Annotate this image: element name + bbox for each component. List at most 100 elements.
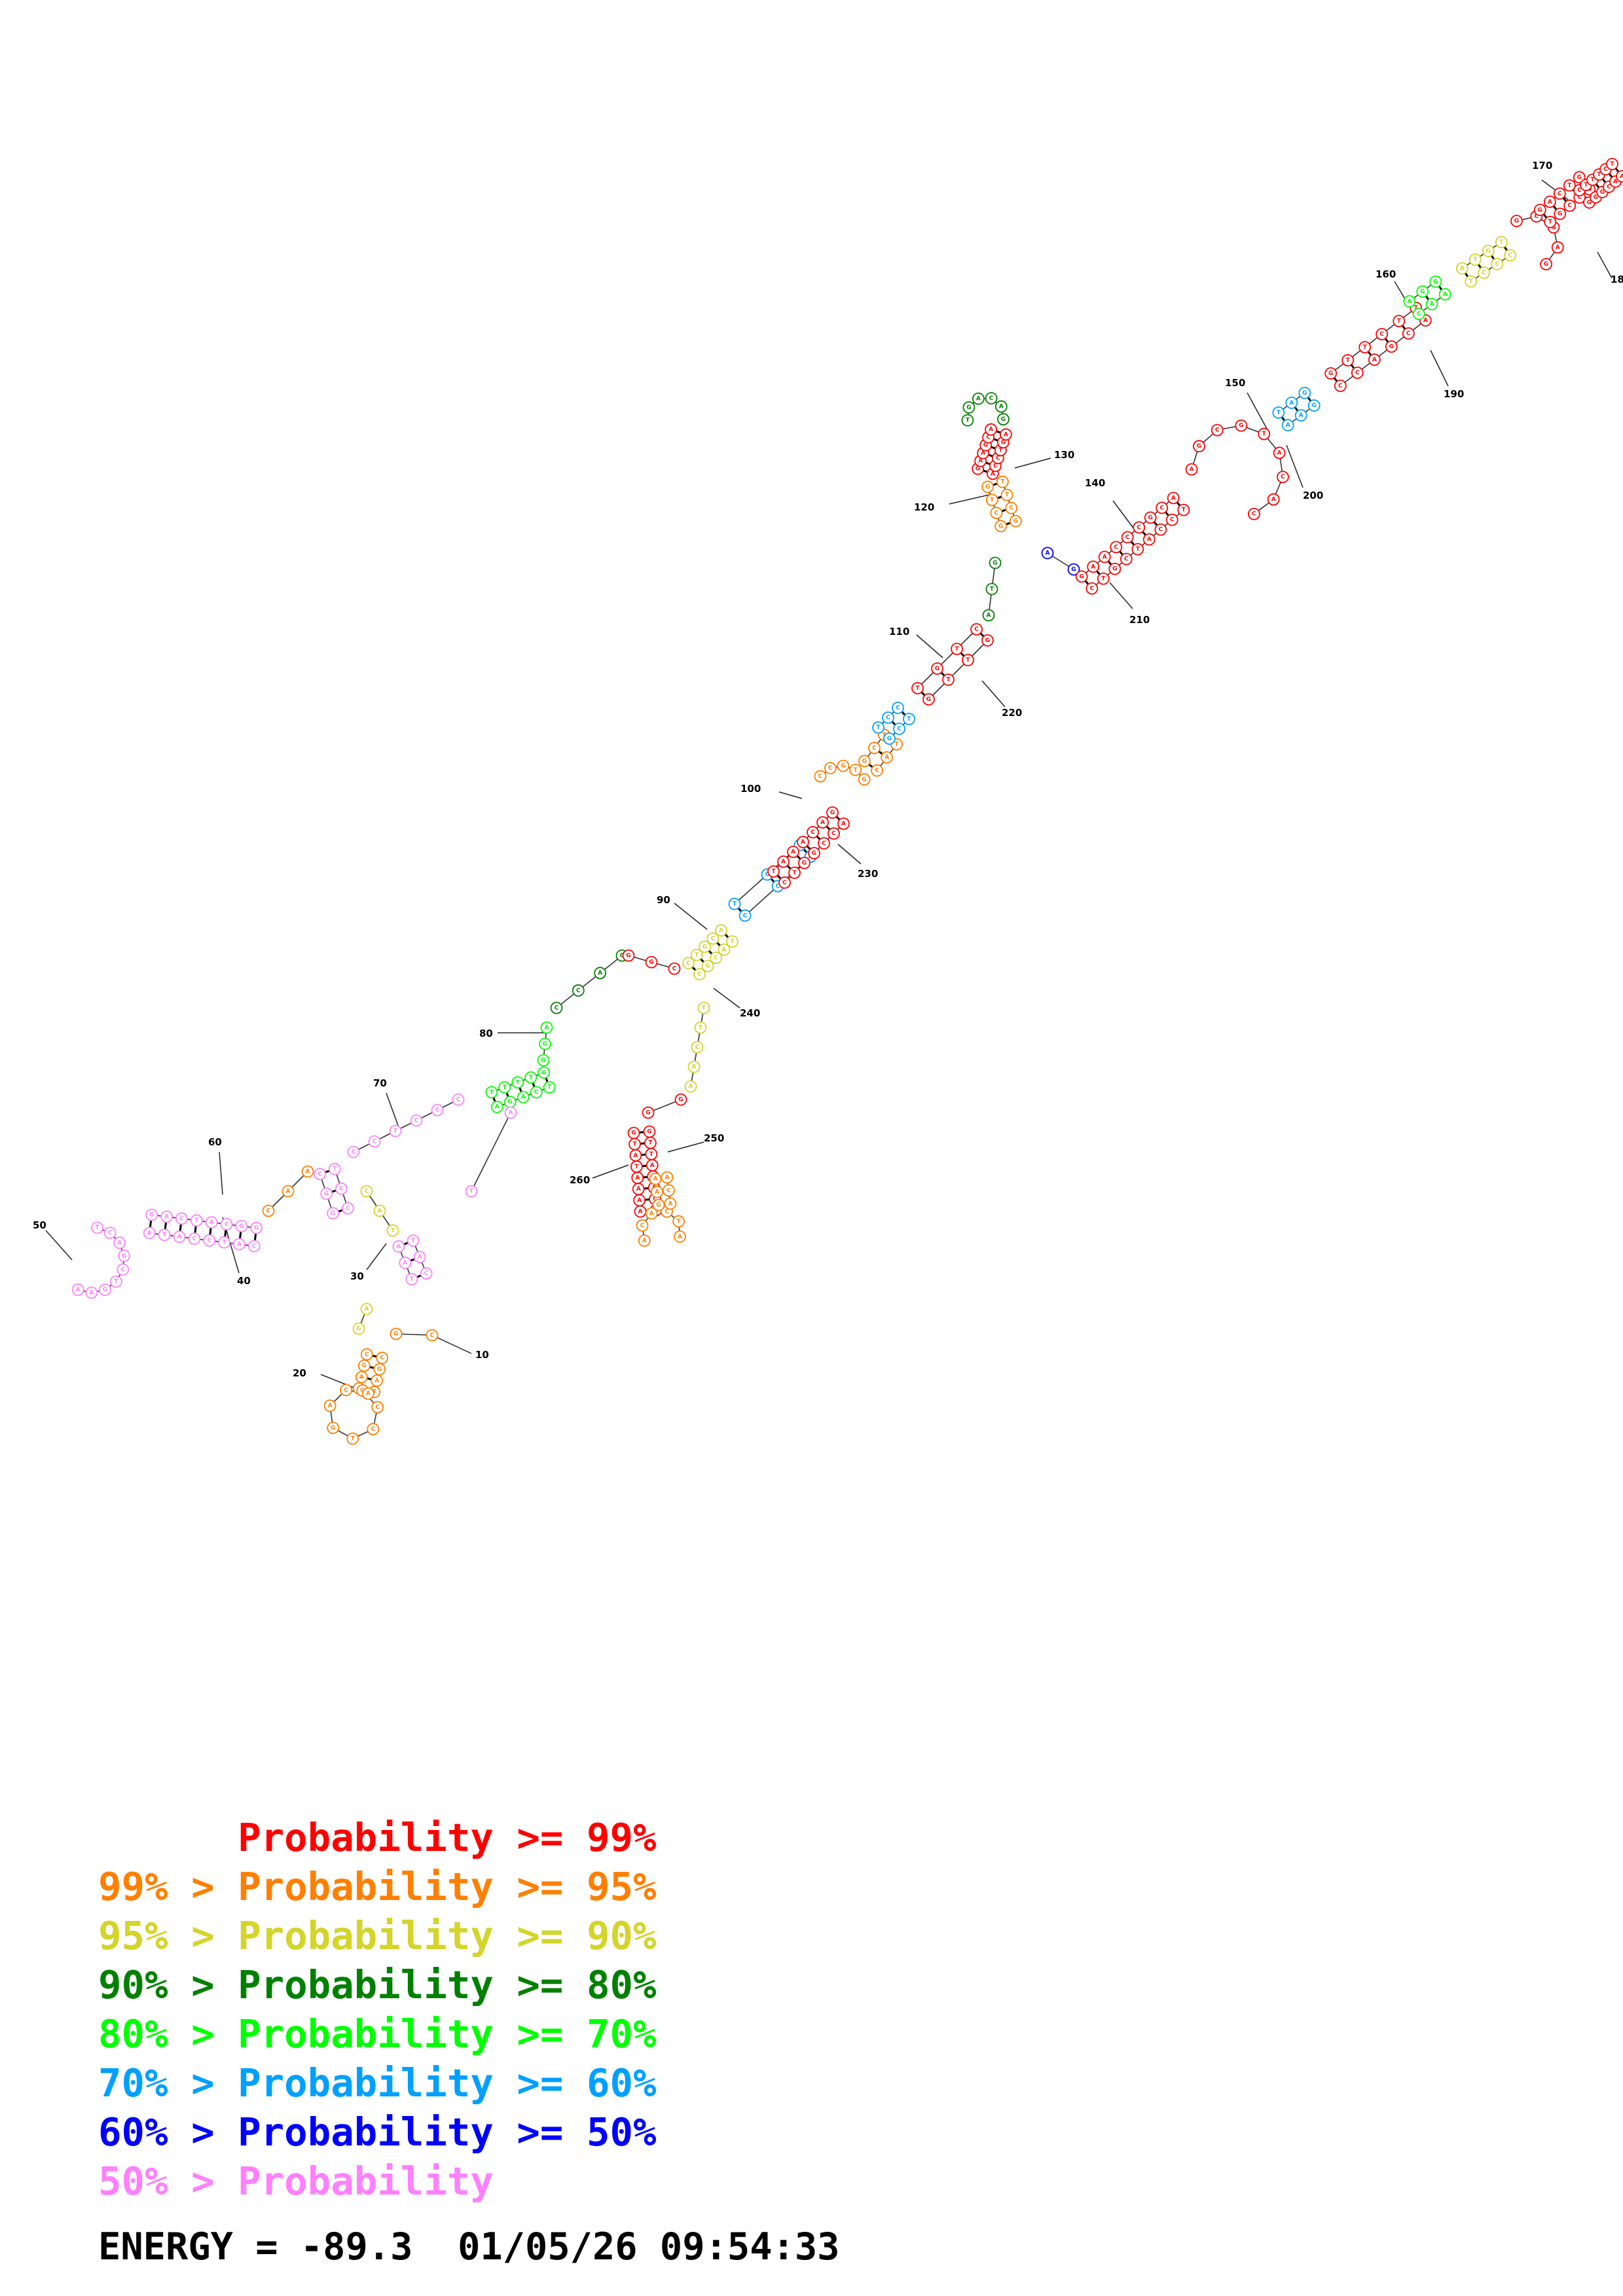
nucleotide: C: [1491, 257, 1504, 270]
nucleotide-letter: C: [672, 966, 677, 973]
nucleotide-letter: A: [365, 1306, 369, 1313]
nucleotide: G: [858, 773, 871, 786]
nucleotide-letter: G: [1577, 174, 1582, 181]
nucleotide-letter: A: [978, 458, 983, 465]
nucleotide-letter: A: [89, 1289, 94, 1296]
nucleotide-letter: G: [993, 560, 997, 567]
nucleotide-letter: C: [1379, 331, 1384, 338]
nucleotide: G: [627, 1126, 640, 1139]
nucleotide: T: [346, 1432, 359, 1445]
nucleotide-ring: [668, 962, 681, 975]
nucleotide-ring: [91, 1221, 103, 1234]
nucleotide: G: [1429, 275, 1442, 288]
nucleotide-letter: G: [935, 666, 939, 672]
legend-prefix: 99% >: [98, 1864, 238, 1909]
nucleotide-letter: G: [356, 1326, 361, 1333]
nucleotide-letter: T: [1182, 507, 1186, 514]
nucleotide-letter: C: [1125, 534, 1130, 541]
nucleotide-letter: A: [638, 1208, 643, 1215]
nucleotide-ring: [1041, 547, 1054, 560]
nucleotide: T: [1468, 253, 1482, 266]
backbone-segment: [987, 486, 1002, 527]
nucleotide-letter: C: [1577, 187, 1582, 194]
nucleotide-ring: [1573, 171, 1586, 184]
nucleotide-ring: [537, 1054, 550, 1067]
nucleotide-letter: A: [987, 613, 991, 619]
nucleotide: G: [1510, 215, 1523, 228]
position-tick: [837, 844, 862, 865]
nucleotide: C: [550, 1001, 563, 1014]
nucleotide-letter: G: [1112, 566, 1117, 573]
nucleotide-ring: [710, 952, 722, 964]
nucleotide-letter: C: [352, 1149, 356, 1156]
nucleotide-ring: [942, 673, 955, 686]
nucleotide-ring: [190, 1214, 203, 1227]
nucleotide-letter: C: [1159, 527, 1163, 533]
nucleotide: A: [361, 1387, 374, 1400]
nucleotide-ring: [1402, 327, 1415, 340]
nucleotide: A: [1167, 492, 1180, 505]
nucleotide: A: [631, 1172, 644, 1184]
nucleotide-letter: A: [820, 819, 825, 826]
nucleotide-letter: T: [1397, 318, 1402, 325]
nucleotide: T: [672, 1215, 685, 1228]
backbone-segment: [1002, 481, 1017, 522]
nucleotide-letter: C: [373, 1139, 377, 1145]
nucleotide: A: [1267, 493, 1280, 506]
nucleotide-letter: T: [998, 447, 1003, 454]
nucleotide-letter: C: [120, 1266, 125, 1273]
nucleotide-ring: [797, 836, 809, 848]
nucleotide-letter: G: [812, 850, 816, 857]
nucleotide-letter: T: [194, 1217, 199, 1224]
nucleotide: C: [368, 1135, 381, 1148]
nucleotide-ring: [871, 764, 883, 777]
nucleotide: A: [687, 1060, 701, 1073]
nucleotide-ring: [175, 1212, 188, 1225]
nucleotide-ring: [903, 713, 915, 725]
nucleotide: G: [643, 1125, 656, 1138]
nucleotide-letter: A: [1171, 495, 1176, 501]
nucleotide-ring: [203, 1234, 216, 1247]
nucleotide-ring: [808, 847, 820, 859]
nucleotide-letter: T: [469, 1189, 474, 1195]
legend-text: Probability >= 70%: [238, 2011, 657, 2056]
nucleotide: C: [572, 984, 585, 997]
nucleotide-ring: [399, 1257, 412, 1269]
nucleotide-ring: [858, 755, 871, 768]
nucleotide-ring: [1277, 471, 1289, 484]
position-label: 50: [33, 1219, 46, 1231]
nucleotide-letter: A: [689, 1084, 693, 1090]
position-tick: [667, 1141, 704, 1153]
nucleotide-letter: G: [254, 1225, 259, 1232]
position-tick: [45, 1230, 73, 1261]
nucleotide-letter: C: [782, 880, 787, 886]
nucleotide: T: [1000, 488, 1013, 501]
nucleotide-letter: C: [1508, 252, 1512, 259]
nucleotide: T: [91, 1221, 103, 1234]
nucleotide: G: [962, 401, 976, 414]
nucleotide-ring: [1085, 582, 1099, 595]
nucleotide: A: [684, 1080, 697, 1093]
nucleotide-ring: [498, 1081, 511, 1094]
nucleotide: G: [1067, 563, 1080, 576]
nucleotide-letter: A: [1271, 497, 1276, 503]
nucleotide-letter: C: [1215, 427, 1220, 434]
nucleotide-ring: [368, 1135, 381, 1148]
nucleotide-letter: G: [656, 1202, 661, 1209]
nucleotide-ring: [1553, 187, 1566, 200]
nucleotide-ring: [687, 1060, 701, 1073]
nucleotide-ring: [452, 1093, 465, 1106]
nucleotide-letter: C: [346, 1206, 350, 1212]
nucleotide: C: [682, 957, 695, 969]
nucleotide-ring: [517, 1090, 530, 1103]
position-tick: [713, 988, 740, 1009]
nucleotide-ring: [1075, 570, 1088, 583]
nucleotide-letter: T: [411, 1238, 416, 1244]
nucleotide: T: [630, 1160, 643, 1173]
position-tick: [674, 903, 708, 930]
nucleotide-letter: G: [541, 1069, 546, 1076]
nucleotide-ring: [682, 957, 695, 969]
nucleotide-ring: [645, 1207, 658, 1220]
nucleotide: A: [985, 423, 998, 436]
position-label: 120: [914, 501, 934, 513]
